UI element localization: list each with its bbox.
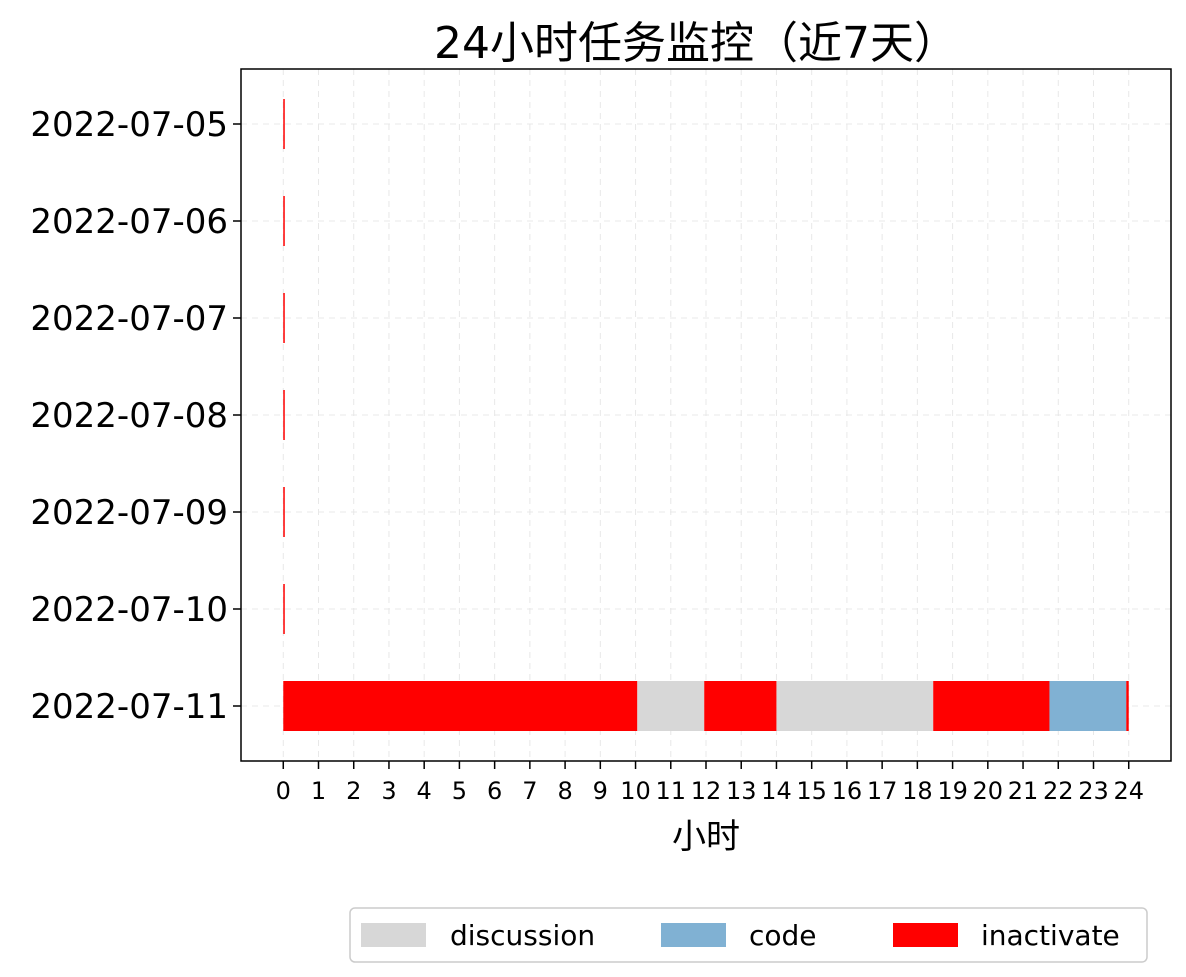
x-tick-label: 9 — [593, 777, 608, 805]
x-tick-label: 15 — [796, 777, 827, 805]
bar-segment-inactivate — [283, 487, 285, 537]
bar-segment-inactivate — [933, 681, 1050, 731]
y-tick-label: 2022-07-09 — [30, 493, 228, 533]
legend-swatch-inactivate — [893, 923, 958, 947]
bar-segment-inactivate — [1126, 681, 1129, 731]
x-tick-label: 12 — [691, 777, 722, 805]
x-tick-label: 7 — [522, 777, 537, 805]
legend-label-code: code — [749, 919, 817, 952]
bar-segment-inactivate — [283, 584, 285, 634]
x-tick-label: 23 — [1078, 777, 1109, 805]
bar-segment-inactivate — [283, 99, 285, 149]
x-axis: 0 1 2 3 4 5 6 7 8 9 10 11 12 13 14 15 16 17 18 19 20 21 22 23 24 — [276, 761, 1144, 805]
legend-swatch-discussion — [361, 923, 426, 947]
bar-segment-inactivate — [283, 196, 285, 246]
legend-label-inactivate: inactivate — [981, 919, 1120, 952]
x-tick-label: 14 — [761, 777, 792, 805]
x-tick-label: 21 — [1008, 777, 1039, 805]
bar-segment-code — [1049, 681, 1127, 731]
x-tick-label: 0 — [276, 777, 291, 805]
x-tick-label: 11 — [655, 777, 686, 805]
bar-segment-inactivate — [283, 390, 285, 440]
x-tick-label: 24 — [1113, 777, 1144, 805]
y-tick-label: 2022-07-10 — [30, 590, 228, 630]
x-axis-label: 小时 — [672, 817, 740, 857]
y-axis: 2022-07-05 2022-07-06 2022-07-07 2022-07-08… — [30, 105, 241, 727]
y-tick-label: 2022-07-08 — [30, 396, 228, 436]
x-tick-label: 16 — [832, 777, 863, 805]
x-tick-label: 20 — [973, 777, 1004, 805]
x-tick-label: 2 — [346, 777, 361, 805]
bars — [283, 99, 1129, 731]
bar-segment-inactivate — [704, 681, 777, 731]
x-tick-label: 4 — [417, 777, 432, 805]
x-tick-label: 8 — [557, 777, 572, 805]
x-tick-label: 22 — [1043, 777, 1074, 805]
x-tick-label: 13 — [726, 777, 757, 805]
legend: discussion code inactivate — [349, 907, 1148, 963]
bar-segment-discussion — [776, 681, 934, 731]
x-tick-label: 17 — [867, 777, 898, 805]
bar-segment-inactivate — [283, 293, 285, 343]
grid — [241, 69, 1171, 761]
legend-label-discussion: discussion — [450, 919, 595, 952]
x-tick-label: 1 — [311, 777, 326, 805]
y-tick-label: 2022-07-05 — [30, 105, 228, 145]
y-tick-label: 2022-07-07 — [30, 299, 228, 339]
x-tick-label: 19 — [937, 777, 968, 805]
chart-title: 24小时任务监控（近7天） — [434, 18, 958, 69]
x-tick-label: 18 — [902, 777, 933, 805]
legend-frame — [349, 907, 1148, 963]
x-tick-label: 5 — [452, 777, 467, 805]
x-tick-label: 6 — [487, 777, 502, 805]
x-tick-label: 3 — [381, 777, 396, 805]
y-tick-label: 2022-07-11 — [30, 687, 228, 727]
x-tick-label: 10 — [620, 777, 651, 805]
legend-swatch-code — [661, 923, 726, 947]
bar-segment-discussion — [637, 681, 705, 731]
y-tick-label: 2022-07-06 — [30, 202, 228, 242]
bar-segment-inactivate — [283, 681, 638, 731]
